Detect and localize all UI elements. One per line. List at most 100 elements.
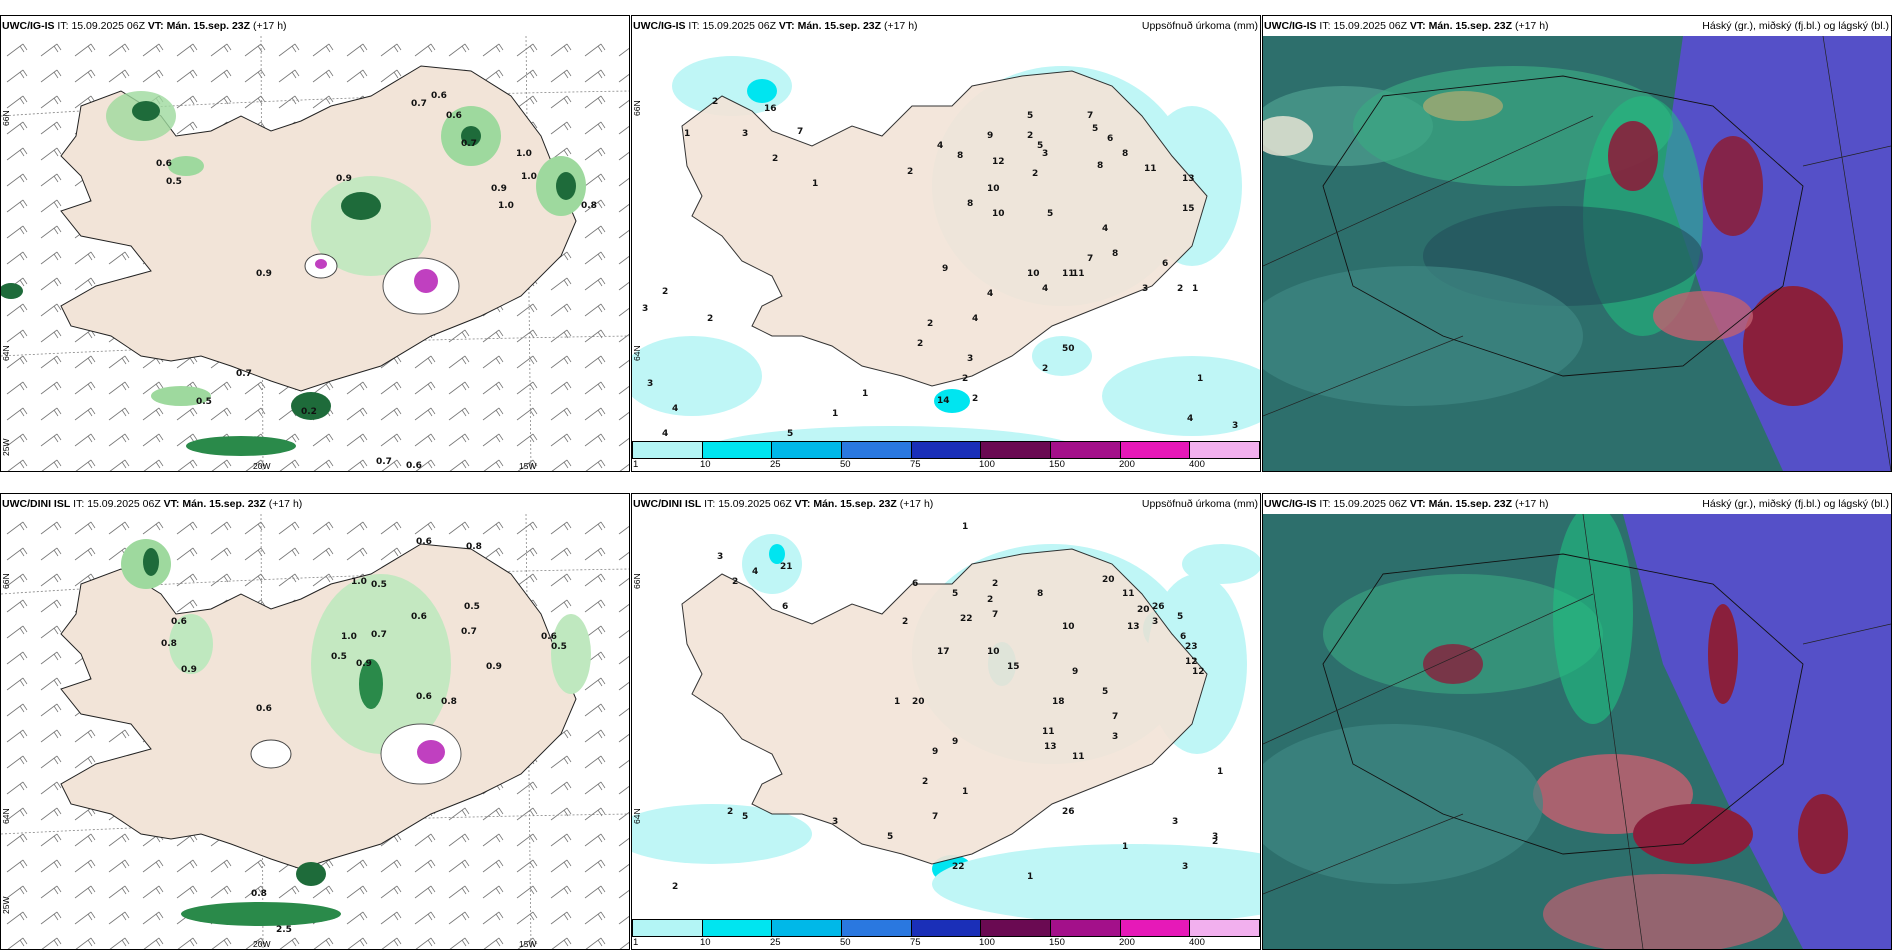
wind-values: 0.7 0.6 0.6 0.6 0.5 0.9 0.9 1.0 1.0 0.8 … — [156, 91, 597, 471]
svg-text:7: 7 — [1087, 111, 1093, 121]
svg-text:2: 2 — [962, 374, 968, 384]
svg-text:0.7: 0.7 — [461, 627, 477, 637]
colorbar-label: 200 — [1119, 937, 1135, 948]
vt-label: VT: — [1409, 20, 1426, 32]
panel-bottom-wind: UWC/DINI ISL IT: 15.09.2025 06Z VT: Mán.… — [0, 493, 630, 950]
colorbar-labels: 1 10 25 50 75 100 150 200 400 — [632, 937, 1260, 949]
valid-time: Mán. 15.sep. 23Z — [813, 498, 897, 510]
svg-text:1.0: 1.0 — [516, 149, 532, 159]
svg-text:26: 26 — [1152, 602, 1165, 612]
svg-text:0.5: 0.5 — [331, 652, 347, 662]
svg-text:7: 7 — [1112, 712, 1118, 722]
colorbar-label: 75 — [910, 459, 921, 470]
svg-text:6: 6 — [1180, 632, 1186, 642]
svg-text:5: 5 — [742, 812, 748, 822]
svg-text:3: 3 — [1112, 732, 1118, 742]
lead-time: (+17 h) — [1514, 20, 1549, 32]
lon-label-20w: 20W — [253, 939, 271, 949]
cloud-shading — [1263, 66, 1843, 406]
precip-map: 1 3 4 21 2 6 2 6 5 2 2 7 8 20 11 20 13 3… — [632, 514, 1260, 949]
svg-text:11: 11 — [1062, 269, 1075, 279]
svg-text:0.6: 0.6 — [411, 612, 427, 622]
svg-text:0.5: 0.5 — [464, 602, 480, 612]
svg-text:9: 9 — [1072, 667, 1078, 677]
svg-text:13: 13 — [1044, 742, 1057, 752]
colorbar-label: 100 — [979, 937, 995, 948]
wind-map: 0.7 0.6 0.6 0.6 0.5 0.9 0.9 1.0 1.0 0.8 … — [1, 36, 629, 471]
svg-text:12: 12 — [992, 157, 1005, 167]
svg-text:4: 4 — [1187, 414, 1193, 424]
precip-colorbar: 1 10 25 50 75 100 150 200 400 — [632, 919, 1260, 949]
svg-text:22: 22 — [952, 862, 965, 872]
panel-top-precip: UWC/IG-IS IT: 15.09.2025 06Z VT: Mán. 15… — [631, 15, 1261, 472]
svg-text:4: 4 — [1042, 284, 1048, 294]
panel-header: UWC/DINI ISL IT: 15.09.2025 06Z VT: Mán.… — [633, 494, 1258, 514]
svg-text:0.9: 0.9 — [181, 665, 197, 675]
svg-text:2: 2 — [732, 577, 738, 587]
svg-text:5: 5 — [787, 429, 793, 439]
svg-text:0.7: 0.7 — [371, 630, 387, 640]
svg-text:10: 10 — [1027, 269, 1040, 279]
colorbar-label: 1 — [633, 459, 639, 470]
svg-text:1.0: 1.0 — [498, 201, 514, 211]
valid-time: Mán. 15.sep. 23Z — [182, 498, 266, 510]
precip-map-svg: 1 3 4 21 2 6 2 6 5 2 2 7 8 20 11 20 13 3… — [632, 522, 1260, 919]
svg-text:2: 2 — [707, 314, 713, 324]
svg-text:0.7: 0.7 — [411, 99, 427, 109]
svg-text:9: 9 — [952, 737, 958, 747]
init-time: 15.09.2025 06Z — [1333, 498, 1407, 510]
svg-text:0.7: 0.7 — [236, 369, 252, 379]
valid-time: Mán. 15.sep. 23Z — [1428, 20, 1513, 32]
colorbar-label: 400 — [1189, 459, 1205, 470]
model-name: UWC/IG-IS — [1264, 498, 1317, 510]
svg-text:2: 2 — [1027, 131, 1033, 141]
svg-text:0.8: 0.8 — [581, 201, 597, 211]
panel-top-clouds: UWC/IG-IS IT: 15.09.2025 06Z VT: Mán. 15… — [1262, 15, 1892, 472]
svg-text:0.6: 0.6 — [541, 632, 557, 642]
svg-text:9: 9 — [932, 747, 938, 757]
svg-text:0.6: 0.6 — [446, 111, 462, 121]
svg-text:20: 20 — [1102, 575, 1115, 585]
cloud-map — [1263, 514, 1891, 949]
svg-text:11: 11 — [1122, 589, 1135, 599]
iceland-land — [681, 70, 1208, 387]
model-name: UWC/IG-IS — [1264, 20, 1317, 32]
panel-header: UWC/IG-IS IT: 15.09.2025 06Z VT: Mán. 15… — [1264, 16, 1889, 36]
cloud-map-svg — [1263, 514, 1891, 949]
colorbar-labels: 1 10 25 50 75 100 150 200 400 — [632, 459, 1260, 471]
svg-text:3: 3 — [1152, 617, 1158, 627]
coastline — [1322, 75, 1804, 377]
panel-header: UWC/IG-IS IT: 15.09.2025 06Z VT: Mán. 15… — [633, 16, 1258, 36]
field-title: Háský (gr.), miðský (fj.bl.) og lágský (… — [1702, 498, 1889, 510]
colorbar-label: 200 — [1119, 459, 1135, 470]
svg-text:0.6: 0.6 — [256, 704, 272, 714]
wind-values: 0.6 0.8 1.0 0.5 0.6 0.8 0.6 0.7 1.0 0.7 … — [161, 537, 567, 935]
svg-text:4: 4 — [937, 141, 943, 151]
svg-text:3: 3 — [717, 552, 723, 562]
svg-text:0.6: 0.6 — [156, 159, 172, 169]
svg-text:2: 2 — [902, 617, 908, 627]
svg-text:23: 23 — [1185, 642, 1198, 652]
svg-text:1: 1 — [1027, 872, 1033, 882]
lead-time: (+17 h) — [252, 20, 287, 32]
svg-text:6: 6 — [912, 579, 918, 589]
svg-text:8: 8 — [1097, 161, 1103, 171]
svg-text:10: 10 — [987, 184, 1000, 194]
graticule — [1263, 36, 1891, 471]
svg-text:3: 3 — [1172, 817, 1178, 827]
it-label: IT: — [1319, 498, 1331, 510]
svg-text:11: 11 — [1072, 752, 1085, 762]
svg-text:2.5: 2.5 — [276, 925, 292, 935]
svg-text:4: 4 — [672, 404, 678, 414]
svg-text:7: 7 — [992, 610, 998, 620]
wind-map-svg: 0.7 0.6 0.6 0.6 0.5 0.9 0.9 1.0 1.0 0.8 … — [1, 36, 629, 471]
precip-values: 1 2 16 3 7 2 1 2 4 5 8 9 12 2 3 10 10 8 … — [642, 97, 1238, 439]
panel-bottom-precip: UWC/DINI ISL IT: 15.09.2025 06Z VT: Mán.… — [631, 493, 1261, 950]
swatch — [772, 442, 843, 458]
svg-text:2: 2 — [927, 319, 933, 329]
lat-label-64n: 64N — [632, 345, 642, 361]
svg-text:2: 2 — [1177, 284, 1183, 294]
svg-text:0.7: 0.7 — [376, 457, 392, 467]
it-label: IT: — [688, 20, 700, 32]
graticule — [1263, 514, 1891, 949]
